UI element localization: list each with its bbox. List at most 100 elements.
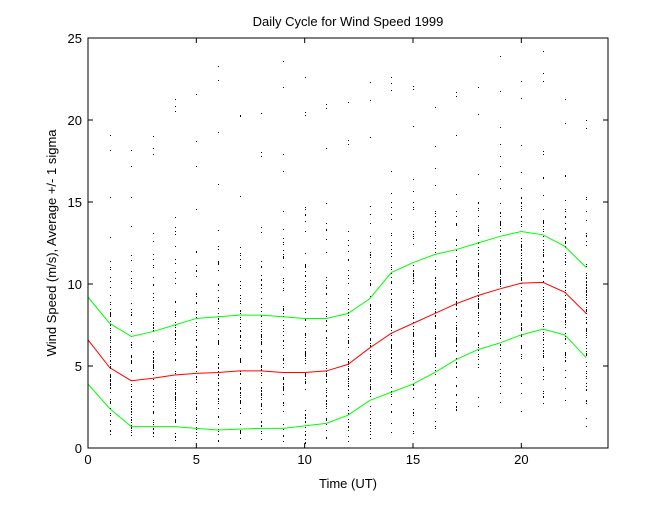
data-point xyxy=(131,309,132,310)
data-point xyxy=(543,178,544,179)
data-point xyxy=(196,330,197,331)
data-point xyxy=(261,404,262,405)
data-point xyxy=(110,366,111,367)
data-point xyxy=(218,424,219,425)
data-point xyxy=(240,301,241,302)
data-point xyxy=(478,354,479,355)
data-point xyxy=(456,273,457,274)
data-point xyxy=(283,154,284,155)
data-point xyxy=(326,288,327,289)
data-point xyxy=(370,206,371,207)
data-point xyxy=(565,255,566,256)
data-point xyxy=(240,438,241,439)
data-point xyxy=(586,401,587,402)
data-point xyxy=(196,407,197,408)
data-point xyxy=(565,309,566,310)
data-point xyxy=(435,315,436,316)
data-point xyxy=(391,335,392,336)
data-point xyxy=(175,373,176,374)
data-point xyxy=(131,397,132,398)
data-point xyxy=(131,360,132,361)
data-point xyxy=(218,313,219,314)
data-point xyxy=(348,326,349,327)
data-point xyxy=(413,363,414,364)
data-point xyxy=(196,422,197,423)
scatter-points xyxy=(110,51,587,444)
data-point xyxy=(543,276,544,277)
data-point xyxy=(326,438,327,439)
data-point xyxy=(543,243,544,244)
data-point xyxy=(261,152,262,153)
data-point xyxy=(521,249,522,250)
data-point xyxy=(261,351,262,352)
data-point xyxy=(391,378,392,379)
data-point xyxy=(261,261,262,262)
data-point xyxy=(370,423,371,424)
data-point xyxy=(435,421,436,422)
data-point xyxy=(521,325,522,326)
data-point xyxy=(543,326,544,327)
data-point xyxy=(131,406,132,407)
data-point xyxy=(456,358,457,359)
data-point xyxy=(413,236,414,237)
data-point xyxy=(391,310,392,311)
data-point xyxy=(586,241,587,242)
data-point xyxy=(196,335,197,336)
data-point xyxy=(456,260,457,261)
data-point xyxy=(500,286,501,287)
data-point xyxy=(283,355,284,356)
data-point xyxy=(305,439,306,440)
data-point xyxy=(261,421,262,422)
data-point xyxy=(391,193,392,194)
data-point xyxy=(543,249,544,250)
data-point xyxy=(456,328,457,329)
data-point xyxy=(456,402,457,403)
data-point xyxy=(218,264,219,265)
data-point xyxy=(565,262,566,263)
data-point xyxy=(413,265,414,266)
data-point xyxy=(521,241,522,242)
data-point xyxy=(521,356,522,357)
data-point xyxy=(110,197,111,198)
data-point xyxy=(413,423,414,424)
data-point xyxy=(370,425,371,426)
data-point xyxy=(478,347,479,348)
data-point xyxy=(500,283,501,284)
data-point xyxy=(543,337,544,338)
data-point xyxy=(153,367,154,368)
data-point xyxy=(565,338,566,339)
data-point xyxy=(500,363,501,364)
data-point xyxy=(305,352,306,353)
data-point xyxy=(326,337,327,338)
data-point xyxy=(305,435,306,436)
data-point xyxy=(543,281,544,282)
data-point xyxy=(456,293,457,294)
data-point xyxy=(478,174,479,175)
data-point xyxy=(435,397,436,398)
data-point xyxy=(565,388,566,389)
data-point xyxy=(500,254,501,255)
data-point xyxy=(521,202,522,203)
data-point xyxy=(153,265,154,266)
data-point xyxy=(175,246,176,247)
data-point xyxy=(521,287,522,288)
data-point xyxy=(586,330,587,331)
data-point xyxy=(586,264,587,265)
data-point xyxy=(543,344,544,345)
data-point xyxy=(586,348,587,349)
data-point xyxy=(565,243,566,244)
data-point xyxy=(175,389,176,390)
data-point xyxy=(153,293,154,294)
data-point xyxy=(456,240,457,241)
data-point xyxy=(218,383,219,384)
data-point xyxy=(435,312,436,313)
data-point xyxy=(153,420,154,421)
data-point xyxy=(326,419,327,420)
data-point xyxy=(500,56,501,57)
data-point xyxy=(305,427,306,428)
data-point xyxy=(261,279,262,280)
data-point xyxy=(543,255,544,256)
data-point xyxy=(456,250,457,251)
data-point xyxy=(413,274,414,275)
data-point xyxy=(196,367,197,368)
